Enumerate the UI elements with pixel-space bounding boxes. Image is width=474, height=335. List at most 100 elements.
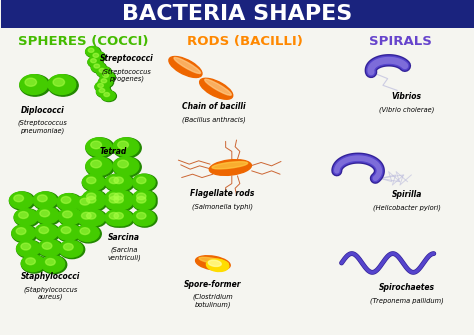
Circle shape — [21, 243, 31, 250]
Circle shape — [132, 194, 157, 211]
Circle shape — [132, 190, 155, 206]
Circle shape — [41, 256, 64, 272]
Circle shape — [82, 174, 105, 190]
Ellipse shape — [200, 78, 233, 99]
Circle shape — [105, 210, 128, 226]
Circle shape — [110, 174, 135, 192]
Circle shape — [91, 160, 101, 168]
Ellipse shape — [199, 257, 228, 265]
Ellipse shape — [174, 57, 201, 73]
Circle shape — [100, 72, 114, 81]
Circle shape — [93, 53, 99, 57]
Circle shape — [105, 190, 129, 208]
Circle shape — [61, 197, 71, 203]
Circle shape — [57, 224, 80, 241]
Circle shape — [39, 227, 49, 233]
Circle shape — [57, 194, 80, 210]
Circle shape — [110, 210, 132, 226]
Circle shape — [82, 194, 107, 211]
Circle shape — [91, 141, 101, 149]
Circle shape — [118, 141, 128, 149]
Circle shape — [17, 240, 42, 258]
Circle shape — [82, 212, 91, 219]
Ellipse shape — [196, 256, 230, 270]
Circle shape — [105, 210, 129, 227]
Circle shape — [12, 225, 37, 243]
Circle shape — [86, 157, 114, 177]
Circle shape — [109, 196, 118, 203]
Circle shape — [18, 212, 28, 218]
Circle shape — [99, 77, 112, 87]
Circle shape — [82, 210, 105, 226]
Circle shape — [57, 194, 82, 212]
Circle shape — [113, 157, 139, 176]
Circle shape — [98, 83, 103, 87]
Text: (Bacillus anthracis): (Bacillus anthracis) — [182, 116, 246, 123]
Circle shape — [88, 57, 102, 67]
Text: Spirilla: Spirilla — [392, 190, 422, 199]
Circle shape — [137, 196, 146, 203]
Circle shape — [35, 224, 60, 242]
Text: Spirochaetes: Spirochaetes — [379, 283, 435, 292]
Text: Staphylococci: Staphylococci — [21, 272, 80, 281]
Circle shape — [132, 210, 155, 226]
Circle shape — [91, 59, 96, 63]
Circle shape — [76, 195, 99, 212]
Circle shape — [82, 174, 107, 192]
Circle shape — [97, 87, 112, 97]
Circle shape — [118, 160, 128, 168]
Circle shape — [114, 196, 123, 203]
Circle shape — [101, 91, 117, 102]
Circle shape — [97, 67, 112, 77]
Circle shape — [91, 52, 106, 62]
Text: (Helicobacter pylori): (Helicobacter pylori) — [373, 204, 441, 211]
Text: Tetrad: Tetrad — [100, 147, 127, 156]
Circle shape — [100, 72, 116, 82]
Circle shape — [113, 138, 141, 158]
Circle shape — [9, 192, 33, 209]
Ellipse shape — [210, 160, 251, 175]
Circle shape — [104, 92, 109, 96]
Circle shape — [77, 209, 103, 227]
Circle shape — [113, 138, 139, 156]
Circle shape — [46, 259, 55, 265]
Ellipse shape — [208, 260, 221, 266]
Circle shape — [105, 194, 129, 211]
Circle shape — [77, 209, 100, 226]
Circle shape — [33, 192, 56, 209]
Circle shape — [40, 210, 50, 217]
Circle shape — [53, 78, 64, 86]
Circle shape — [76, 225, 101, 243]
Circle shape — [109, 212, 118, 219]
Circle shape — [37, 195, 47, 202]
Circle shape — [57, 224, 82, 242]
Circle shape — [105, 174, 128, 190]
Circle shape — [61, 227, 71, 233]
Circle shape — [113, 157, 141, 177]
Circle shape — [97, 67, 110, 76]
Circle shape — [87, 177, 96, 184]
Circle shape — [86, 47, 100, 56]
Circle shape — [86, 138, 112, 156]
Circle shape — [95, 82, 110, 92]
Text: (Streptococcus
pneumoniae): (Streptococcus pneumoniae) — [18, 120, 67, 134]
Circle shape — [110, 194, 135, 211]
Circle shape — [110, 190, 132, 206]
Text: Vibrios: Vibrios — [392, 92, 422, 101]
Circle shape — [114, 177, 123, 184]
Ellipse shape — [205, 79, 231, 95]
Circle shape — [87, 193, 96, 200]
Circle shape — [105, 190, 128, 206]
Circle shape — [87, 196, 96, 203]
Circle shape — [14, 209, 40, 227]
Text: (Salmonella typhi): (Salmonella typhi) — [192, 203, 253, 210]
Circle shape — [105, 174, 129, 192]
Circle shape — [132, 174, 155, 190]
Circle shape — [110, 210, 135, 227]
Circle shape — [86, 47, 101, 57]
Circle shape — [26, 258, 36, 265]
Circle shape — [110, 194, 132, 210]
Circle shape — [63, 211, 72, 218]
Circle shape — [91, 52, 104, 61]
Ellipse shape — [207, 259, 229, 271]
